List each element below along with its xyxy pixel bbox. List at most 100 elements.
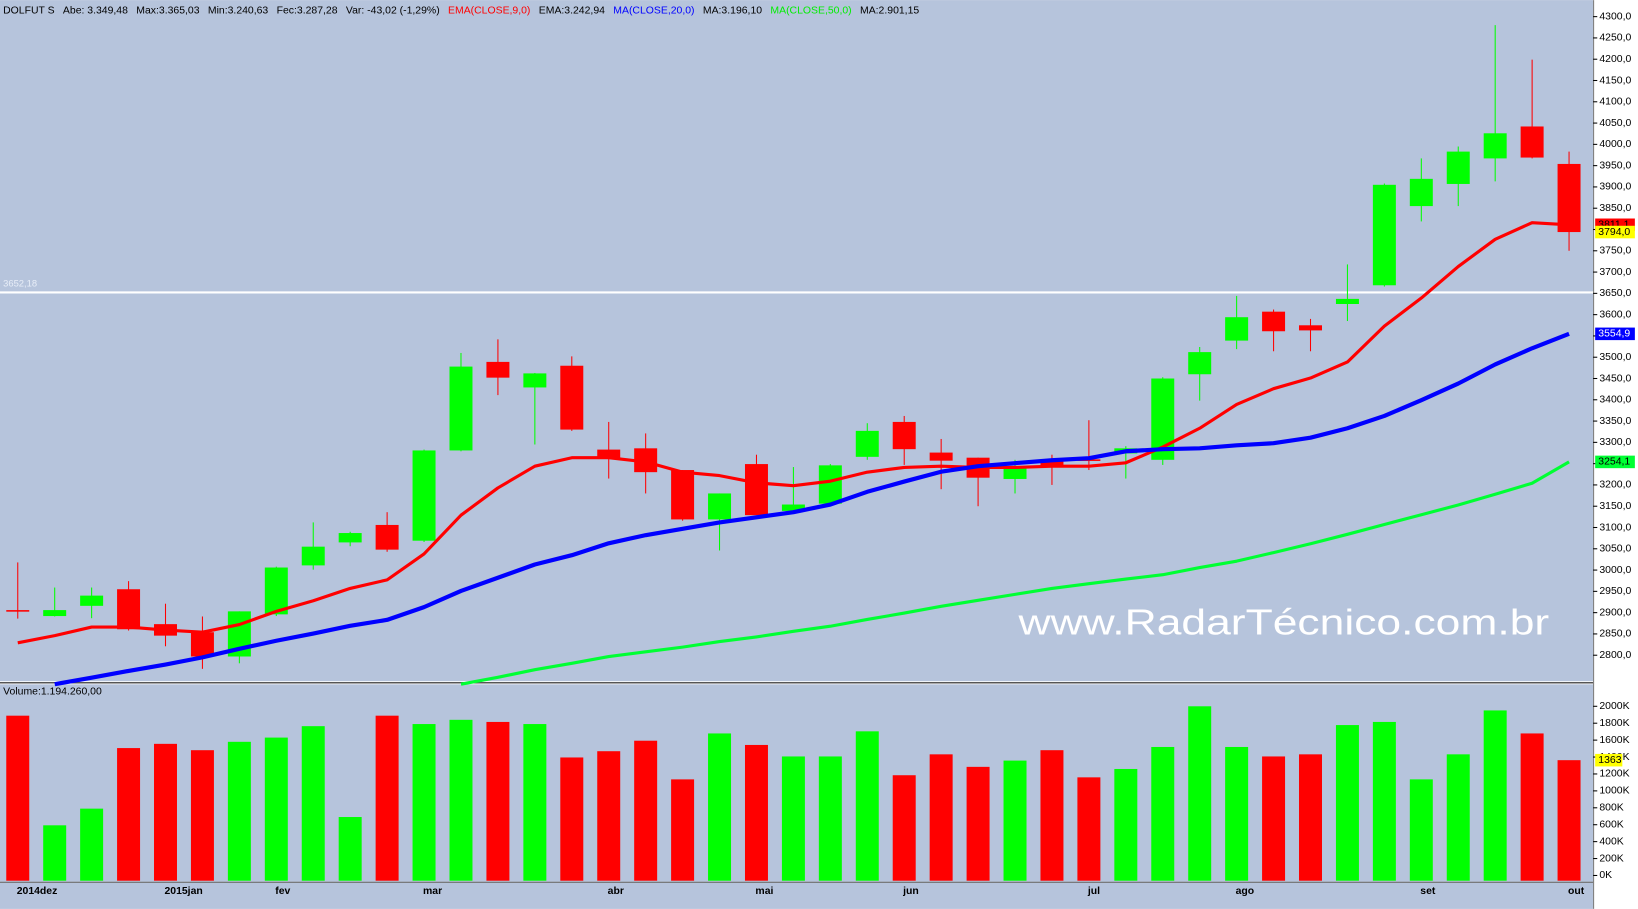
x-tick-label: 2014dez <box>17 886 58 897</box>
candle-body <box>301 546 325 566</box>
x-tick-label: mar <box>423 886 442 897</box>
last-value-label: 3554,9 <box>1598 329 1630 340</box>
y-tick-label: 4150,0 <box>1599 75 1631 86</box>
volume-bar <box>449 719 473 881</box>
x-tick-label: mai <box>755 886 773 897</box>
y-tick-label: 4000,0 <box>1599 139 1631 150</box>
last-value-box <box>1595 327 1635 341</box>
volume-bar <box>375 715 399 881</box>
candle-body <box>1409 178 1433 207</box>
header-text: Min:3.240,63 <box>208 5 269 16</box>
y-tick-label: 800K <box>1599 803 1623 814</box>
candle-body <box>264 567 288 615</box>
candle-body <box>671 470 695 520</box>
y-tick-label: 600K <box>1599 819 1623 830</box>
y-tick-label: 3450,0 <box>1599 373 1631 384</box>
header-text: MA(CLOSE,50,0) <box>770 5 851 16</box>
candle-body <box>1151 378 1175 460</box>
y-tick-label: 2950,0 <box>1599 586 1631 597</box>
y-tick-label: 2850,0 <box>1599 629 1631 640</box>
y-tick-label: 4050,0 <box>1599 118 1631 129</box>
volume-bar <box>1077 777 1101 881</box>
volume-bar <box>1225 746 1249 881</box>
header-text: MA(CLOSE,20,0) <box>613 5 694 16</box>
volume-bar <box>1557 760 1581 881</box>
y-tick-label: 1800K <box>1599 718 1629 729</box>
candle-body <box>1299 325 1322 331</box>
candle-body <box>1188 352 1212 375</box>
y-tick-label: 3400,0 <box>1599 395 1631 406</box>
price-layer: 3652,18 www.RadarTécnico.com.br <box>0 25 1594 687</box>
y-tick-label: 3650,0 <box>1599 288 1631 299</box>
volume-layer <box>6 706 1581 881</box>
last-value-box <box>1595 753 1623 767</box>
candle-body <box>597 449 621 458</box>
last-value-label: 3811,1 <box>1598 220 1629 231</box>
volume-bar <box>634 740 658 881</box>
volume-bar <box>301 726 325 881</box>
y-tick-label: 2800,0 <box>1599 650 1631 661</box>
candle-body <box>1225 317 1249 341</box>
time-axis <box>0 882 1594 909</box>
x-tick-label: out <box>1568 886 1585 897</box>
volume-bar <box>1040 750 1064 881</box>
candle-body <box>1335 298 1359 305</box>
x-tick-label: set <box>1420 886 1436 897</box>
volume-bar <box>1446 754 1470 881</box>
candle-body <box>523 373 547 388</box>
candle-body <box>744 464 768 516</box>
volume-bar <box>892 775 916 881</box>
label-layer: 2800,0 2850,0 2900,0 2950,0 3000,0 3050,0 3100… <box>3 5 1635 897</box>
header-text: MA:3.196,10 <box>703 5 762 16</box>
volume-bar <box>1372 721 1396 881</box>
y-tick-label: 3150,0 <box>1599 501 1631 512</box>
header-text: Var: -43,02 (-1,29%) <box>346 5 440 16</box>
y-tick-label: 400K <box>1599 836 1623 847</box>
y-tick-label: 3600,0 <box>1599 309 1631 320</box>
volume-bar <box>1262 756 1286 881</box>
candle-body <box>412 450 436 541</box>
y-tick-label: 4250,0 <box>1599 33 1631 44</box>
last-value-label: 3254,1 <box>1598 457 1630 468</box>
volume-bar <box>1188 706 1212 881</box>
header-text: EMA:3.242,94 <box>539 5 605 16</box>
x-tick-label: jul <box>1087 886 1100 897</box>
candle-body <box>1372 184 1396 286</box>
candle-body <box>375 524 399 550</box>
watermark: www.RadarTécnico.com.br <box>1017 601 1549 642</box>
candle-body <box>634 448 658 473</box>
header-text: Fec:3.287,28 <box>277 5 338 16</box>
x-tick-label: abr <box>608 886 624 897</box>
y-tick-label: 3700,0 <box>1599 267 1631 278</box>
volume-bar <box>154 743 177 881</box>
volume-bar <box>6 715 30 881</box>
volume-bar <box>671 779 695 881</box>
y-tick-label: 3500,0 <box>1599 352 1631 363</box>
y-tick-label: 200K <box>1599 853 1623 864</box>
volume-bar <box>486 721 510 881</box>
volume-bar <box>560 757 584 881</box>
y-tick-label: 3200,0 <box>1599 480 1631 491</box>
y-tick-label: 3750,0 <box>1599 246 1631 257</box>
candle-body <box>708 493 732 520</box>
volume-bar <box>80 808 104 881</box>
y-tick-label: 3300,0 <box>1599 437 1631 448</box>
x-tick-label: 2015jan <box>164 886 202 897</box>
candle-body <box>818 465 842 504</box>
volume-title: Volume:1.194.260,00 <box>3 686 102 697</box>
indicator-line <box>460 460 1570 686</box>
price-pane <box>0 0 1594 682</box>
candle-body <box>1262 311 1286 332</box>
volume-bar <box>744 744 768 881</box>
y-tick-label: 1200K <box>1599 769 1629 780</box>
volume-bar <box>1299 754 1322 881</box>
last-value-box <box>1595 455 1635 469</box>
y-tick-label: 3050,0 <box>1599 544 1631 555</box>
header-text: Max:3.365,03 <box>136 5 199 16</box>
y-tick-label: 3950,0 <box>1599 160 1631 171</box>
header-text: Abe: 3.349,48 <box>63 5 128 16</box>
volume-bar <box>929 754 953 881</box>
volume-bar <box>1520 733 1544 881</box>
